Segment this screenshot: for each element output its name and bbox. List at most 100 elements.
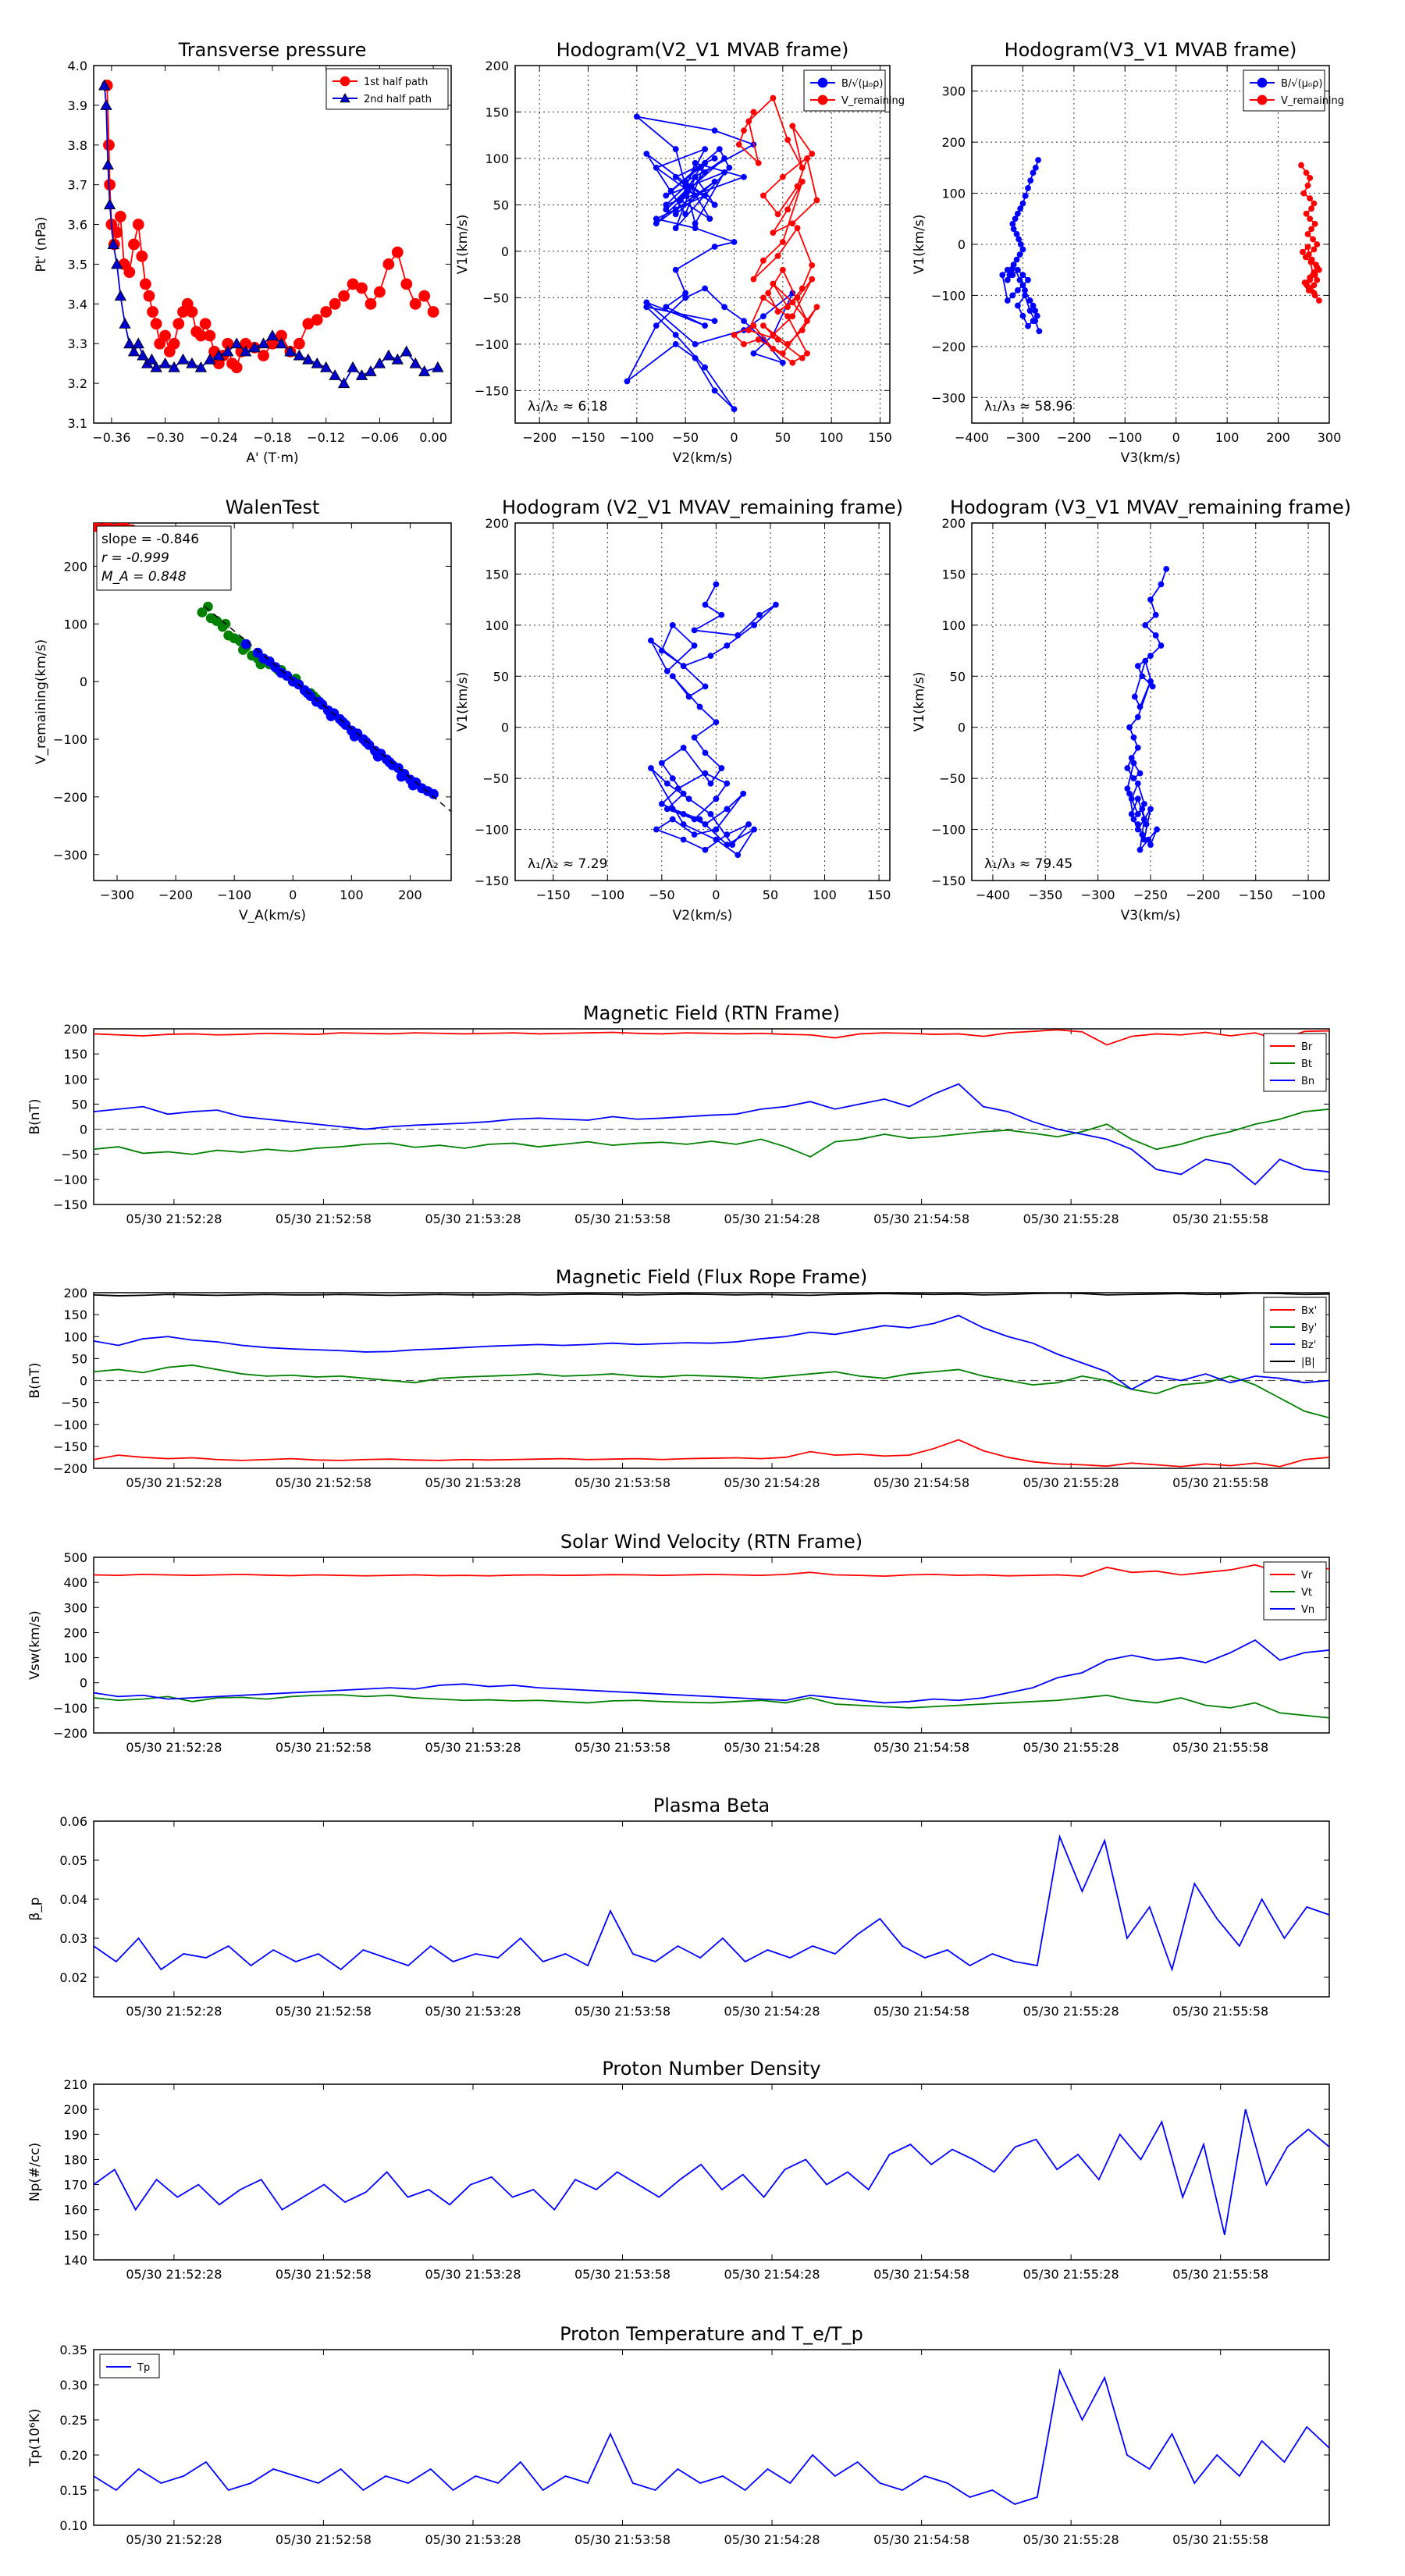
- data-point: [147, 306, 158, 318]
- x-tick-label: 0: [289, 888, 297, 902]
- data-point: [1143, 821, 1150, 827]
- x-tick-label: 0: [712, 888, 720, 902]
- data-point: [1019, 200, 1026, 207]
- data-point: [770, 332, 777, 338]
- data-point: [194, 361, 208, 372]
- data-point: [1305, 286, 1312, 294]
- data-point: [711, 155, 718, 162]
- eigen-ratio: λ₁/λ₂ ≈ 7.29: [528, 856, 607, 872]
- data-point: [755, 336, 762, 343]
- y-tick-label: 0: [80, 674, 87, 689]
- x-tick-label: 05/30 21:55:58: [1172, 2267, 1268, 2282]
- data-point: [691, 831, 698, 838]
- data-point: [680, 744, 687, 751]
- data-point: [1307, 258, 1314, 265]
- y-tick-label: −150: [931, 873, 966, 888]
- legend-label: Vn: [1301, 1604, 1314, 1616]
- data-point: [1311, 290, 1318, 297]
- data-point: [1134, 744, 1141, 751]
- data-point: [729, 841, 736, 849]
- y-tick-label: 3.4: [68, 297, 87, 311]
- data-point: [691, 627, 698, 634]
- data-point: [1128, 755, 1135, 761]
- data-point: [794, 225, 801, 232]
- data-point: [1141, 816, 1147, 823]
- data-layer: [624, 94, 820, 413]
- data-point: [1134, 780, 1141, 787]
- data-point: [1036, 328, 1043, 335]
- data-point: [721, 155, 727, 162]
- data-point: [1257, 94, 1268, 105]
- y-tick-label: −100: [53, 732, 87, 747]
- data-point: [382, 349, 395, 361]
- y-tick-label: 0.25: [59, 2413, 87, 2428]
- x-tick-label: −250: [1133, 888, 1168, 902]
- data-point: [173, 318, 185, 330]
- panel-np: Proton Number Density 140 150 160 170 180 190 2…: [27, 2058, 1330, 2282]
- data-point: [204, 353, 216, 365]
- data-point: [1126, 724, 1133, 731]
- x-axis-label: A' (T·m): [246, 450, 298, 466]
- data-point: [329, 297, 341, 310]
- x-tick-label: −100: [1108, 430, 1142, 445]
- data-layer: [94, 2368, 1329, 2505]
- x-tick-label: 0: [730, 430, 738, 445]
- panel-tp: Transverse pressure −0.36 −0.30 −0.24 −0.18 −…: [34, 39, 452, 466]
- data-point: [1030, 302, 1037, 309]
- data-point: [1307, 215, 1314, 222]
- x-tick-label: 05/30 21:55:58: [1172, 2532, 1268, 2547]
- x-tick-label: −350: [1028, 888, 1062, 902]
- data-point: [707, 811, 714, 817]
- y-tick-label: 300: [941, 84, 966, 99]
- x-tick-label: 05/30 21:52:28: [126, 2267, 222, 2282]
- data-point: [1022, 292, 1028, 299]
- data-point: [257, 337, 270, 349]
- data-point: [784, 137, 791, 144]
- series-2nd-half-path: [98, 79, 444, 389]
- data-point: [270, 662, 281, 673]
- data-point: [1017, 241, 1024, 247]
- data-point: [624, 378, 631, 385]
- x-tick-label: 05/30 21:54:58: [873, 2532, 969, 2547]
- data-point: [760, 313, 767, 320]
- data-point: [1147, 678, 1154, 685]
- data-point: [702, 285, 709, 292]
- y-tick-label: −200: [53, 790, 87, 805]
- panel-h3: Hodogram (V2_V1 MVAV_remaining frame) −15…: [455, 496, 903, 923]
- data-point: [750, 350, 757, 357]
- data-point: [373, 286, 386, 298]
- y-tick-label: 50: [493, 197, 509, 212]
- data-point: [275, 337, 288, 349]
- y-tick-label: 400: [63, 1575, 87, 1590]
- legend-box: [1243, 69, 1325, 112]
- data-point: [1032, 318, 1039, 325]
- data-point: [756, 611, 763, 618]
- axes-frame: [93, 65, 452, 424]
- data-point: [692, 192, 699, 199]
- x-tick-label: 150: [868, 430, 892, 445]
- y-tick-label: 0.03: [59, 1931, 87, 1946]
- series-b-------: [624, 113, 796, 413]
- data-point: [199, 318, 212, 330]
- x-tick-label: 05/30 21:55:28: [1023, 1212, 1119, 1226]
- data-point: [702, 683, 709, 690]
- data-point: [669, 673, 676, 680]
- legend-label: V_remaining: [841, 95, 905, 107]
- data-point: [784, 313, 791, 320]
- data-point: [784, 304, 791, 311]
- x-tick-label: −200: [1057, 430, 1091, 445]
- data-point: [111, 226, 123, 239]
- data-point: [711, 387, 718, 394]
- data-point: [347, 361, 359, 372]
- x-tick-label: 05/30 21:53:28: [425, 1212, 521, 1226]
- x-tick-label: 05/30 21:52:28: [126, 1740, 222, 1755]
- data-point: [1019, 272, 1026, 279]
- y-tick-label: 3.2: [68, 376, 87, 391]
- x-axis-label: V2(km/s): [673, 450, 733, 466]
- y-tick-label: 3.7: [68, 178, 87, 193]
- y-tick-label: 3.5: [68, 257, 87, 272]
- data-point: [176, 353, 190, 365]
- data-point: [1142, 621, 1149, 628]
- y-tick-label: 0.05: [59, 1853, 87, 1868]
- data-point: [1308, 205, 1314, 212]
